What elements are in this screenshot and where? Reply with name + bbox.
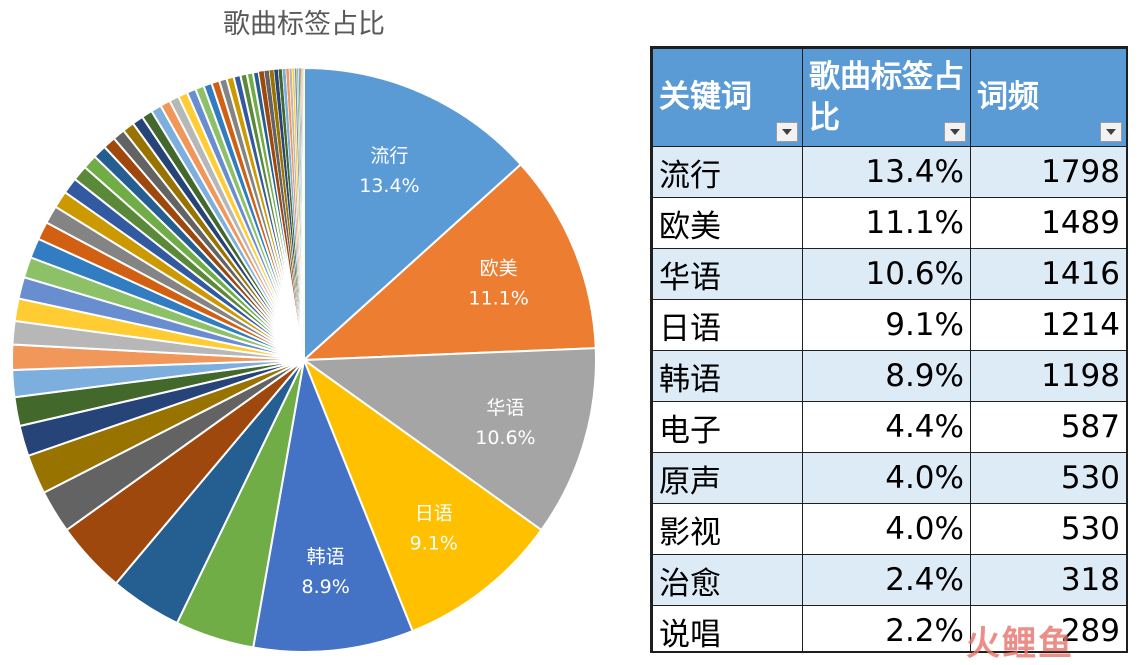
cell-share[interactable]: 4.4% bbox=[802, 401, 971, 453]
table-row: 治愈 2.4% 318 bbox=[652, 554, 1126, 606]
pie-chart: 流行 13.4% 欧美 11.1% 华语 10.6% 日语 9.1% 韩语 8.9% bbox=[11, 66, 597, 653]
pie-slice-2[interactable] bbox=[301, 347, 597, 532]
cell-keyword[interactable]: 日语 bbox=[652, 299, 803, 351]
header-frequency-label: 词频 bbox=[977, 79, 1039, 116]
cell-share[interactable]: 8.9% bbox=[802, 350, 971, 402]
cell-keyword[interactable]: 欧美 bbox=[652, 197, 803, 249]
table-row: 华语 10.6% 1416 bbox=[652, 248, 1126, 300]
cell-keyword[interactable]: 韩语 bbox=[652, 350, 803, 402]
slice-category-label: 日语 bbox=[415, 502, 453, 524]
cell-share[interactable]: 2.2% bbox=[802, 605, 971, 651]
filter-dropdown-icon[interactable] bbox=[1100, 122, 1122, 142]
cell-share[interactable]: 13.4% bbox=[802, 146, 971, 198]
cell-share[interactable]: 11.1% bbox=[802, 197, 971, 249]
pie-slice-minor[interactable] bbox=[302, 67, 305, 361]
filter-dropdown-icon[interactable] bbox=[944, 122, 966, 142]
watermark-logo: 火鲤鱼 bbox=[966, 624, 1074, 664]
cell-keyword[interactable]: 说唱 bbox=[652, 605, 803, 651]
table-row: 原声 4.0% 530 bbox=[652, 452, 1126, 504]
slice-percent-label: 11.1% bbox=[468, 288, 528, 310]
slice-percent-label: 8.9% bbox=[301, 576, 349, 598]
cell-frequency[interactable]: 530 bbox=[970, 452, 1126, 504]
header-keyword-label: 关键词 bbox=[659, 79, 752, 116]
table-row: 日语 9.1% 1214 bbox=[652, 299, 1126, 351]
table-row: 电子 4.4% 587 bbox=[652, 401, 1126, 453]
cell-frequency[interactable]: 530 bbox=[970, 503, 1126, 555]
table-row: 欧美 11.1% 1489 bbox=[652, 197, 1126, 249]
table-header-row: 关键词 歌曲标签占比 词频 bbox=[652, 48, 1126, 147]
table-row: 流行 13.4% 1798 bbox=[652, 146, 1126, 198]
cell-keyword[interactable]: 华语 bbox=[652, 248, 803, 300]
pie-slice-4[interactable] bbox=[252, 356, 414, 653]
slice-percent-label: 9.1% bbox=[410, 532, 458, 554]
cell-share[interactable]: 9.1% bbox=[802, 299, 971, 351]
cell-frequency[interactable]: 1798 bbox=[970, 146, 1126, 198]
slice-category-label: 欧美 bbox=[480, 258, 518, 280]
header-keyword: 关键词 bbox=[652, 48, 803, 147]
slice-percent-label: 10.6% bbox=[475, 427, 535, 449]
filter-dropdown-icon[interactable] bbox=[776, 122, 798, 142]
table-row: 韩语 8.9% 1198 bbox=[652, 350, 1126, 402]
cell-frequency[interactable]: 1214 bbox=[970, 299, 1126, 351]
cell-share[interactable]: 4.0% bbox=[802, 503, 971, 555]
chart-title: 歌曲标签占比 bbox=[223, 9, 385, 40]
cell-frequency[interactable]: 587 bbox=[970, 401, 1126, 453]
header-share: 歌曲标签占比 bbox=[802, 48, 971, 147]
table-body: 流行 13.4% 1798 欧美 11.1% 1489 华语 10.6% 1416 日语 9.1% 1… bbox=[652, 146, 1126, 651]
pie-slice-1[interactable] bbox=[301, 163, 597, 362]
header-frequency: 词频 bbox=[970, 48, 1126, 147]
cell-keyword[interactable]: 电子 bbox=[652, 401, 803, 453]
table-row: 影视 4.0% 530 bbox=[652, 503, 1126, 555]
cell-keyword[interactable]: 影视 bbox=[652, 503, 803, 555]
slice-percent-label: 13.4% bbox=[359, 175, 419, 197]
slice-category-label: 流行 bbox=[370, 145, 408, 167]
cell-frequency[interactable]: 318 bbox=[970, 554, 1126, 606]
cell-frequency[interactable]: 1416 bbox=[970, 248, 1126, 300]
slice-category-label: 韩语 bbox=[307, 546, 345, 568]
cell-share[interactable]: 4.0% bbox=[802, 452, 971, 504]
cell-frequency[interactable]: 289 bbox=[970, 605, 1126, 651]
slice-category-label: 华语 bbox=[486, 397, 524, 419]
pie-slice-0[interactable] bbox=[303, 66, 523, 363]
keyword-table: 关键词 歌曲标签占比 词频 流行 13.4% 1798 欧美 11.1% 1489 华语 10… bbox=[650, 46, 1128, 653]
cell-keyword[interactable]: 治愈 bbox=[652, 554, 803, 606]
cell-keyword[interactable]: 原声 bbox=[652, 452, 803, 504]
header-share-label: 歌曲标签占比 bbox=[809, 59, 964, 136]
table-row: 说唱 2.2% 289 bbox=[652, 605, 1126, 651]
cell-share[interactable]: 10.6% bbox=[802, 248, 971, 300]
cell-frequency[interactable]: 1198 bbox=[970, 350, 1126, 402]
pie-slice-3[interactable] bbox=[301, 357, 543, 633]
cell-frequency[interactable]: 1489 bbox=[970, 197, 1126, 249]
cell-keyword[interactable]: 流行 bbox=[652, 146, 803, 198]
cell-share[interactable]: 2.4% bbox=[802, 554, 971, 606]
